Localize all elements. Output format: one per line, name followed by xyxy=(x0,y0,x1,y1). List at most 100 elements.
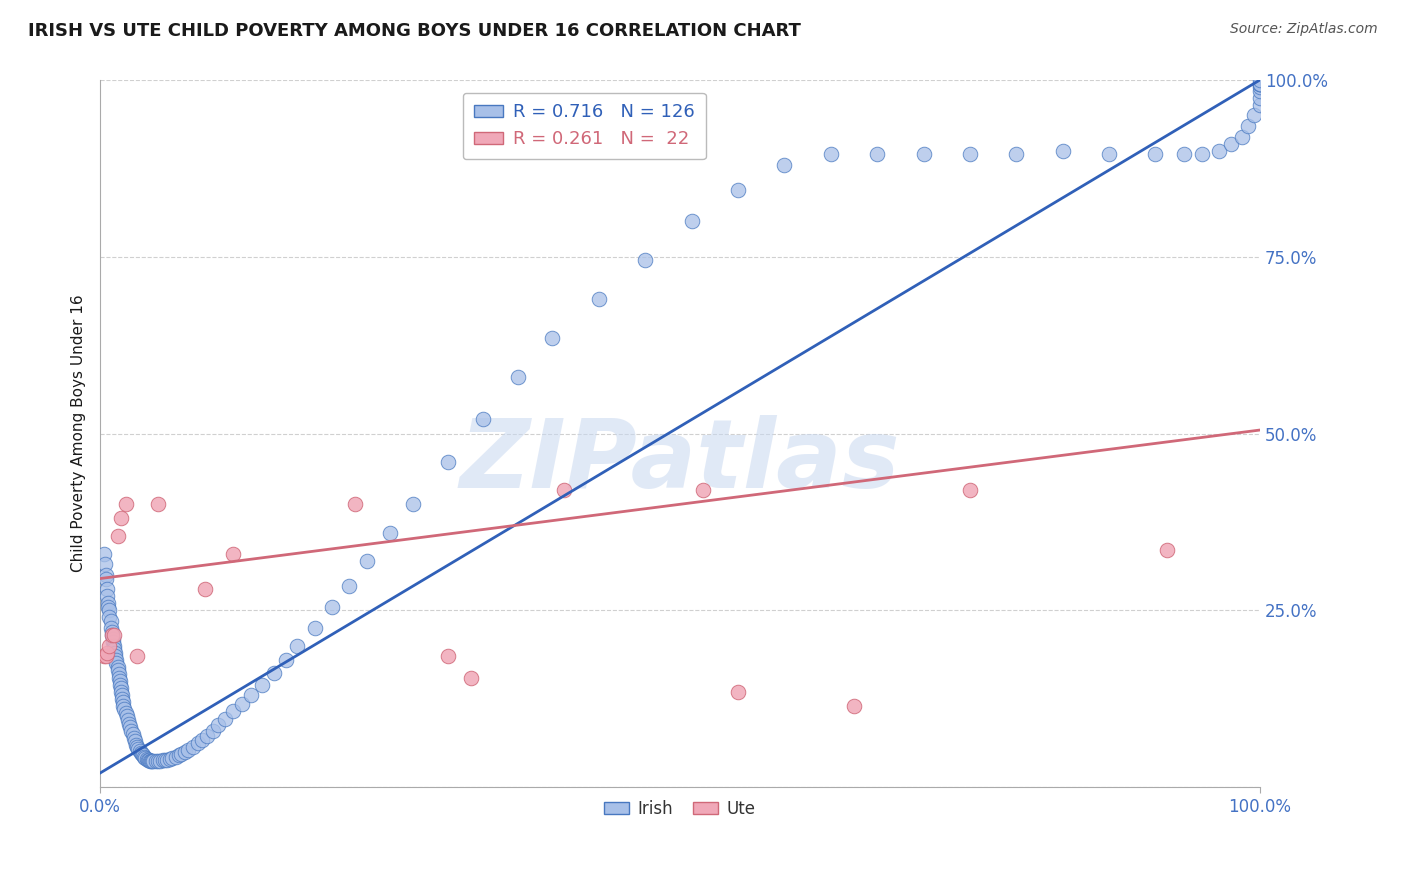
Point xyxy=(141,754,163,768)
Point xyxy=(107,660,129,674)
Point xyxy=(912,147,935,161)
Text: Source: ZipAtlas.com: Source: ZipAtlas.com xyxy=(1230,22,1378,37)
Point xyxy=(1249,97,1271,112)
Point xyxy=(117,713,139,727)
Point xyxy=(1208,144,1230,158)
Point xyxy=(195,729,218,743)
Point xyxy=(727,183,749,197)
Point xyxy=(100,624,122,639)
Point xyxy=(634,253,657,268)
Point xyxy=(1249,77,1271,91)
Point xyxy=(105,657,128,671)
Point xyxy=(152,753,174,767)
Point xyxy=(1005,147,1028,161)
Point xyxy=(101,632,124,646)
Point xyxy=(132,748,155,763)
Point xyxy=(142,754,165,768)
Point xyxy=(97,599,120,614)
Point xyxy=(127,649,149,664)
Point xyxy=(252,678,274,692)
Point xyxy=(111,691,134,706)
Point xyxy=(681,214,703,228)
Point xyxy=(356,554,378,568)
Point xyxy=(378,525,401,540)
Point xyxy=(239,688,262,702)
Point xyxy=(129,746,152,760)
Point xyxy=(114,706,136,720)
Point xyxy=(274,653,297,667)
Point xyxy=(100,614,122,628)
Point xyxy=(1144,147,1167,161)
Point xyxy=(94,649,117,664)
Point xyxy=(127,739,149,754)
Point xyxy=(93,649,115,664)
Point xyxy=(1156,543,1178,558)
Point xyxy=(100,621,122,635)
Point xyxy=(207,718,229,732)
Point xyxy=(122,731,145,745)
Point xyxy=(285,639,308,653)
Point xyxy=(107,664,129,678)
Point xyxy=(692,483,714,497)
Point xyxy=(135,752,157,766)
Point xyxy=(553,483,575,497)
Point xyxy=(1249,73,1271,87)
Point xyxy=(193,582,215,596)
Point xyxy=(108,674,131,689)
Point xyxy=(1249,90,1271,104)
Point xyxy=(98,610,121,624)
Point xyxy=(588,292,610,306)
Point xyxy=(402,497,425,511)
Point xyxy=(820,147,842,161)
Point xyxy=(1249,84,1271,98)
Point xyxy=(165,749,187,764)
Point xyxy=(344,497,367,511)
Text: IRISH VS UTE CHILD POVERTY AMONG BOYS UNDER 16 CORRELATION CHART: IRISH VS UTE CHILD POVERTY AMONG BOYS UN… xyxy=(28,22,801,40)
Point xyxy=(160,751,183,765)
Legend: Irish, Ute: Irish, Ute xyxy=(598,794,762,825)
Point xyxy=(124,734,146,748)
Point xyxy=(149,754,172,768)
Point xyxy=(103,642,125,657)
Point xyxy=(173,745,195,759)
Point xyxy=(1237,119,1260,133)
Point xyxy=(146,754,169,768)
Point xyxy=(321,599,343,614)
Point xyxy=(98,603,121,617)
Point xyxy=(120,723,142,738)
Point xyxy=(104,646,127,660)
Point xyxy=(170,747,193,761)
Point xyxy=(100,628,122,642)
Point xyxy=(107,671,129,685)
Point xyxy=(181,739,204,754)
Point xyxy=(304,621,326,635)
Point xyxy=(339,579,361,593)
Point xyxy=(773,158,796,172)
Point xyxy=(118,716,141,731)
Point xyxy=(141,754,163,768)
Point xyxy=(437,649,460,664)
Point xyxy=(167,748,190,763)
Point xyxy=(131,747,153,761)
Point xyxy=(177,742,200,756)
Point xyxy=(866,147,889,161)
Point xyxy=(959,483,981,497)
Point xyxy=(112,698,135,713)
Point xyxy=(134,749,156,764)
Point xyxy=(1219,136,1241,151)
Point xyxy=(94,568,117,582)
Point xyxy=(97,596,120,610)
Point xyxy=(114,497,136,511)
Point xyxy=(1249,77,1271,91)
Y-axis label: Child Poverty Among Boys Under 16: Child Poverty Among Boys Under 16 xyxy=(72,294,86,573)
Point xyxy=(121,727,143,741)
Point xyxy=(222,705,245,719)
Point xyxy=(263,665,285,680)
Point xyxy=(98,639,121,653)
Point xyxy=(110,684,132,698)
Point xyxy=(1232,129,1254,144)
Point xyxy=(94,558,117,572)
Point xyxy=(1249,77,1271,91)
Point xyxy=(93,547,115,561)
Point xyxy=(96,582,118,596)
